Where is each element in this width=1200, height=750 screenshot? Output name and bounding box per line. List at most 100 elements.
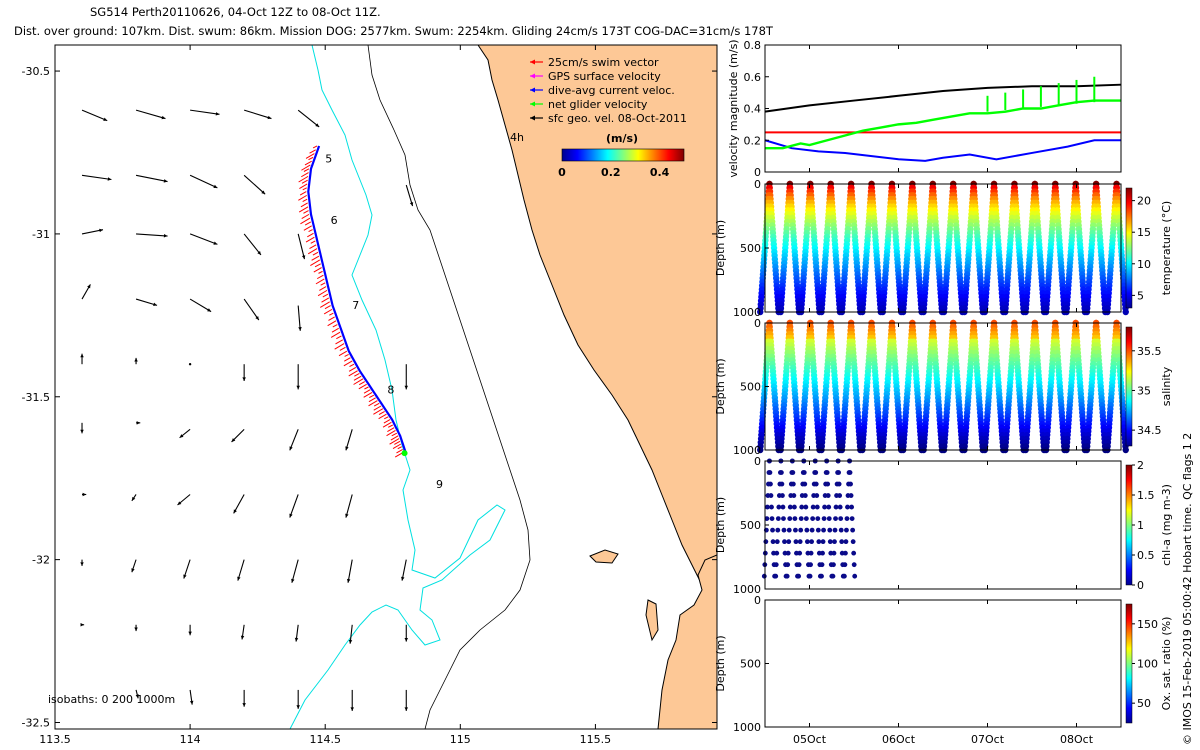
profile-dot xyxy=(798,527,804,533)
profile-dot xyxy=(844,527,849,533)
panel-ytick-label: 500 xyxy=(740,381,761,394)
swim-vector xyxy=(383,419,391,424)
swim-vector xyxy=(332,324,338,328)
colorbar-tick-label: 100 xyxy=(1137,658,1158,671)
profile-dot xyxy=(839,539,845,545)
sfc-vector-head xyxy=(267,115,272,120)
profile-dot xyxy=(791,493,797,498)
swim-vector xyxy=(301,179,308,184)
profile-dot xyxy=(815,516,821,521)
swim-vector xyxy=(301,164,311,171)
swim-vector xyxy=(324,305,331,310)
profile-dot xyxy=(814,493,820,498)
profile-dot xyxy=(825,493,831,498)
swim-vector xyxy=(307,232,314,238)
oxygen-panel: 0 500 1000 Depth (m) 50 100 150 Ox. sat. ratio … xyxy=(714,594,1173,734)
panel-ytick-label: 0 xyxy=(754,317,761,330)
profile-dot xyxy=(833,516,838,521)
profile-dot xyxy=(790,470,796,475)
track-end-marker xyxy=(401,450,408,457)
swim-vector xyxy=(373,408,384,415)
glider-track xyxy=(298,145,408,458)
sfc-vector-head xyxy=(82,492,87,497)
map-ytick-label: -32.5 xyxy=(22,716,50,729)
profile-dot xyxy=(775,527,781,533)
sfc-vector xyxy=(189,233,218,245)
sfc-vector-head xyxy=(215,112,220,116)
sfc-vector-shaft xyxy=(233,494,245,514)
sfc-vector xyxy=(231,428,245,443)
profile-dot xyxy=(807,573,813,579)
sfc-vector xyxy=(177,494,191,506)
profile-dot xyxy=(774,539,780,545)
legend-label: 25cm/s swim vector xyxy=(548,56,659,69)
sfc-vector-head xyxy=(134,357,138,362)
swim-vector xyxy=(389,438,400,445)
sfc-vector-head xyxy=(294,637,299,642)
profile-dot xyxy=(763,539,769,545)
profile-dot xyxy=(757,446,764,454)
panel-ytick-label: 0 xyxy=(754,178,761,191)
sfc-vector xyxy=(348,624,353,644)
swim-vector xyxy=(358,383,367,390)
sfc-vector xyxy=(243,298,260,321)
time-tick-label: 05Oct xyxy=(793,733,827,746)
sfc-vector-head xyxy=(242,703,246,707)
map-ytick-label: -31.5 xyxy=(22,391,50,404)
sfc-vector-head xyxy=(188,631,192,636)
sfc-vector-shaft xyxy=(243,233,262,256)
swim-vector xyxy=(344,353,349,357)
sfc-vector xyxy=(240,624,245,640)
profile-dot xyxy=(773,562,779,568)
swim-vector xyxy=(358,381,366,386)
sfc-vector-shaft xyxy=(81,109,108,122)
plot-stats-line: Dist. over ground: 107km. Dist. swum: 86… xyxy=(14,24,773,38)
sfc-vector-head xyxy=(163,234,168,238)
dac-track xyxy=(307,145,407,453)
profile-dot xyxy=(851,562,857,568)
legend-swatch-head xyxy=(530,87,535,93)
colorbar-tick-label: 15 xyxy=(1137,226,1151,239)
profile-dot xyxy=(769,504,774,510)
profile-dot xyxy=(781,527,787,533)
sfc-vector-shaft xyxy=(81,174,112,181)
colorbar-label: salinity xyxy=(1160,366,1173,406)
profile-dot xyxy=(1122,308,1129,316)
map-xtick-label: 115.5 xyxy=(580,733,612,746)
sfc-vector xyxy=(80,353,84,365)
temperature-panel: 0 500 1000 Depth (m) 5 10 15 20 temperature (°C) xyxy=(714,178,1173,319)
sfc-vector xyxy=(237,559,245,581)
map-xtick-label: 113.5 xyxy=(39,733,71,746)
sfc-vector xyxy=(291,559,299,583)
sfc-vector-head xyxy=(315,123,320,127)
sfc-vector xyxy=(189,689,194,705)
profile-dot xyxy=(850,539,856,545)
sfc-vector-head xyxy=(348,639,353,644)
track-map: 113.5 114 114.5 115 115.5 -30.5 -31 -31.5 -32 -32… xyxy=(22,44,718,746)
map-xtick-label: 114.5 xyxy=(309,733,341,746)
profile-dot xyxy=(768,493,774,498)
profile-dot xyxy=(768,481,773,487)
legend-swatch-head xyxy=(530,101,535,107)
panel-ylabel: velocity magnitude (m/s) xyxy=(727,39,740,177)
sfc-vector xyxy=(136,233,168,238)
swim-vector xyxy=(317,289,328,297)
profile-dot xyxy=(831,562,836,568)
swim-vector xyxy=(308,229,313,233)
sfc-vector-head xyxy=(404,385,409,390)
day-label: 8 xyxy=(387,384,394,397)
profile-dot xyxy=(825,481,831,487)
sfc-vector xyxy=(233,494,245,514)
colorbar-tick-label: 35 xyxy=(1137,384,1151,397)
profile-dot xyxy=(780,493,785,498)
sfc-vector xyxy=(404,624,409,642)
sfc-vector xyxy=(294,624,299,642)
profile-dot xyxy=(832,527,838,533)
sfc-vector-shaft xyxy=(243,109,272,120)
swim-vector xyxy=(303,210,309,214)
swim-vector xyxy=(394,440,401,445)
profile-dot xyxy=(830,573,836,579)
profile-dot xyxy=(804,527,810,533)
